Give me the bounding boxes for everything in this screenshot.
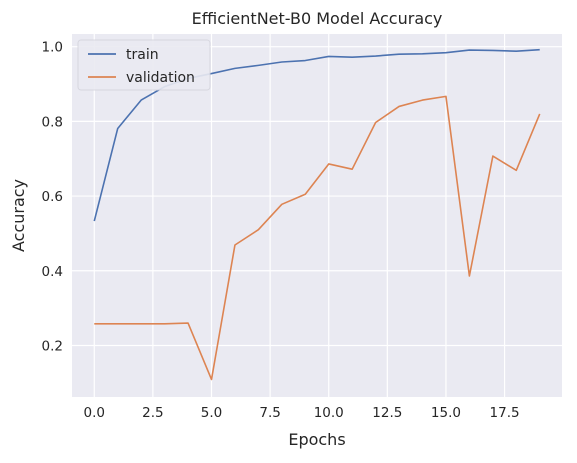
y-tick-label: 0.8 [42, 114, 63, 130]
y-axis-label: Accuracy [9, 179, 28, 252]
x-tick-label: 10.0 [314, 405, 344, 421]
x-tick-label: 17.5 [490, 405, 520, 421]
x-tick-label: 0.0 [84, 405, 105, 421]
legend-entry-train: train [126, 47, 159, 63]
y-tick-label: 0.2 [42, 338, 63, 354]
x-tick-label: 5.0 [201, 405, 222, 421]
x-tick-label: 12.5 [372, 405, 402, 421]
x-tick-label: 2.5 [142, 405, 163, 421]
legend-entry-validation: validation [126, 70, 195, 86]
x-tick-label: 7.5 [259, 405, 280, 421]
series-line-validation [94, 95, 541, 381]
y-axis-ticks: 0.2 0.4 0.6 0.8 1.0 [42, 40, 63, 355]
y-tick-label: 0.4 [42, 264, 63, 280]
grid-lines [72, 34, 562, 397]
chart-title: EfficientNet-B0 Model Accuracy [192, 9, 443, 28]
x-axis-label: Epochs [288, 430, 345, 449]
x-tick-label: 15.0 [431, 405, 461, 421]
y-tick-label: 1.0 [42, 40, 63, 56]
plot-background [72, 34, 562, 397]
x-axis-ticks: 0.0 2.5 5.0 7.5 10.0 12.5 15.0 17.5 [84, 405, 520, 421]
y-tick-label: 0.6 [42, 189, 63, 205]
legend: train validation [77, 39, 211, 91]
